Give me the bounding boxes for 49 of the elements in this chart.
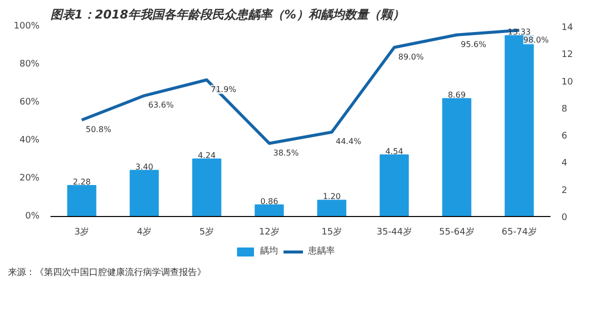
data-label: 89.0% <box>398 52 424 62</box>
data-label: 0.86 <box>260 196 278 206</box>
y2-tick-label: 12 <box>562 50 573 60</box>
x-tick-label: 15岁 <box>322 226 342 238</box>
bar <box>380 154 409 216</box>
data-label: 71.9% <box>210 84 237 94</box>
y2-tick-label: 2 <box>562 186 568 196</box>
y-tick-label: 20% <box>19 174 40 184</box>
legend-label: 患龋率 <box>308 245 335 258</box>
bar <box>442 98 472 216</box>
x-tick-label: 5岁 <box>199 226 214 238</box>
bar <box>67 185 96 216</box>
y2-tick-label: 6 <box>562 132 568 142</box>
y-tick-label: 80% <box>19 60 40 70</box>
data-label: 38.5% <box>273 148 300 158</box>
y2-tick-label: 8 <box>562 104 568 114</box>
data-label: 63.6% <box>148 100 174 110</box>
y2-tick-label: 4 <box>562 158 568 169</box>
legend-label: 龋均 <box>260 245 279 258</box>
x-tick-label: 4岁 <box>136 226 152 238</box>
data-label: 4.24 <box>198 150 216 160</box>
x-tick-label: 35-44岁 <box>376 226 412 238</box>
data-label: 2.28 <box>72 178 91 187</box>
y2-tick-label: 0 <box>562 213 568 223</box>
bar <box>254 204 284 216</box>
data-label: 8.69 <box>448 90 466 100</box>
y2-tick-label: 10 <box>562 77 574 88</box>
bar <box>317 200 346 216</box>
y2-tick-label: 14 <box>562 23 574 33</box>
bar <box>130 170 159 216</box>
y-tick-label: 100% <box>14 22 40 32</box>
x-tick-label: 55-64岁 <box>439 226 474 238</box>
x-tick-label: 12岁 <box>259 226 280 238</box>
data-label: 1.20 <box>322 192 341 202</box>
x-tick-label: 65-74岁 <box>502 226 537 238</box>
y-tick-label: 60% <box>19 98 40 108</box>
data-label: 13.33 <box>508 28 531 37</box>
y-tick-label: 0% <box>25 212 40 222</box>
data-label: 95.6% <box>460 40 487 49</box>
x-tick-label: 3岁 <box>74 226 90 238</box>
chart-title: 图表1：2018年我国各年龄段民众患龋率（%）和龋均数量（颗） <box>50 8 404 22</box>
data-label: 4.54 <box>385 146 404 156</box>
data-label: 44.4% <box>336 137 362 146</box>
source-note: 来源：《第四次中国口腔健康流行病学调查报告》 <box>8 267 206 280</box>
data-label: 50.8% <box>86 124 112 134</box>
y-tick-label: 40% <box>19 136 40 146</box>
bar <box>192 158 222 216</box>
data-label: 3.40 <box>135 162 154 172</box>
data-label: 98.0% <box>523 35 550 44</box>
